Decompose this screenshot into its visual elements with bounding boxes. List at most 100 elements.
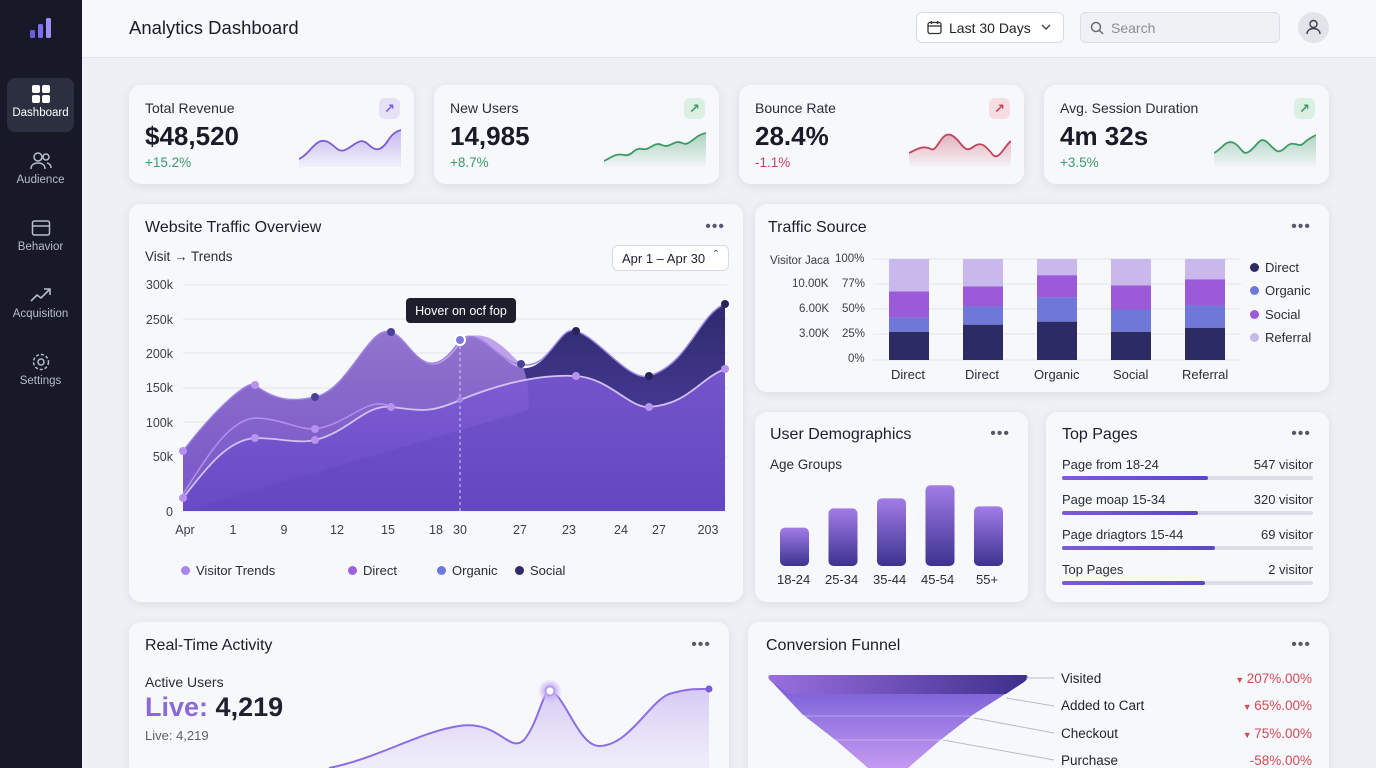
- legend-item-social: Social: [1250, 307, 1300, 322]
- x-tick: 24: [614, 523, 628, 537]
- chart-tooltip: Hover on ocf fop: [406, 298, 516, 323]
- bar-segment-referral: [963, 259, 1003, 287]
- funnel-stage-visited: Visited: [1061, 671, 1102, 686]
- bar-segment-direct: [1037, 321, 1077, 360]
- conversion-funnel-card: Conversion Funnel ••• Visited Added to C…: [748, 622, 1329, 768]
- y-tick: 250k: [146, 313, 174, 327]
- date-range-label: Last 30 Days: [949, 20, 1031, 36]
- progress-fill: [1062, 581, 1206, 585]
- x-tick: Organic: [1034, 367, 1080, 382]
- bar-segment-direct: [963, 324, 1003, 360]
- card-icon: [31, 220, 50, 236]
- kpi-label: New Users: [450, 100, 519, 116]
- sidebar: Dashboard Audience Behavior Acquisition …: [0, 0, 82, 768]
- x-tick: Referral: [1182, 367, 1229, 382]
- funnel-value: ▼ 65%.00%: [1242, 698, 1312, 713]
- x-tick: 35-44: [873, 572, 907, 587]
- sidebar-item-acquisition[interactable]: Acquisition: [7, 279, 74, 333]
- y-tick: 0: [166, 505, 173, 519]
- trend-up-icon: ↗: [1294, 98, 1315, 119]
- more-menu-icon[interactable]: •••: [990, 425, 1010, 442]
- range-select[interactable]: Apr 1 – Apr 30 ⌃: [612, 245, 729, 271]
- card-title: Top Pages: [1062, 426, 1138, 443]
- traffic-chart: 300k 250k 200k 150k 100k 50k 0: [146, 278, 729, 537]
- realtime-activity-card: Real-Time Activity ••• Active Users Live…: [129, 622, 729, 768]
- chevron-down-icon: [1041, 24, 1051, 30]
- caret-down-icon: ▼: [1242, 730, 1255, 740]
- y-tick: 150k: [146, 381, 174, 395]
- date-range-select[interactable]: Last 30 Days: [916, 12, 1064, 43]
- x-tick: 15: [381, 523, 395, 537]
- bounce-sparkline: [909, 133, 1011, 167]
- more-menu-icon[interactable]: •••: [1291, 425, 1311, 442]
- x-tick: 30: [453, 523, 467, 537]
- sidebar-item-label: Settings: [19, 375, 62, 387]
- more-menu-icon[interactable]: •••: [705, 218, 725, 235]
- user-demographics-card: User Demographics ••• Age Groups 18-24 2…: [755, 412, 1028, 602]
- progress-track: [1062, 546, 1313, 550]
- top-page-label[interactable]: Page from 18-24: [1062, 457, 1159, 472]
- more-menu-icon[interactable]: •••: [1291, 218, 1311, 235]
- bar-segment-referral: [1111, 259, 1151, 286]
- y-tick: 50%: [842, 303, 866, 315]
- avatar[interactable]: [1298, 12, 1329, 43]
- y-tick: 77%: [842, 278, 866, 290]
- traffic-source-chart: [873, 258, 1241, 361]
- kpi-label: Avg. Session Duration: [1060, 100, 1199, 116]
- card-title: Traffic Source: [768, 219, 867, 236]
- legend-item-visitor-trends: Visitor Trends: [181, 563, 275, 578]
- sidebar-item-dashboard[interactable]: Dashboard: [7, 78, 74, 132]
- demographics-chart: [780, 485, 1003, 566]
- y-tick: 6.00K: [799, 303, 830, 315]
- kpi-value: 4m 32s: [1060, 121, 1149, 151]
- kpi-card-session-duration: Avg. Session Duration 4m 32s +3.5% ↗: [1044, 85, 1329, 184]
- search-box[interactable]: [1080, 12, 1280, 43]
- top-page-label[interactable]: Page driagtors 15-44: [1062, 527, 1184, 542]
- top-page-label[interactable]: Page moap 15-34: [1062, 492, 1166, 507]
- card-title: Website Traffic Overview: [145, 219, 322, 236]
- kpi-change: +3.5%: [1060, 155, 1099, 170]
- kpi-card-new-users: New Users 14,985 +8.7% ↗: [434, 85, 719, 184]
- more-menu-icon[interactable]: •••: [1291, 636, 1311, 653]
- sidebar-item-settings[interactable]: Settings: [7, 346, 74, 400]
- y-tick: 50k: [153, 450, 174, 464]
- kpi-card-revenue: Total Revenue $48,520 +15.2% ↗: [129, 85, 414, 184]
- top-bar: Analytics Dashboard Last 30 Days: [82, 0, 1376, 58]
- kpi-card-bounce-rate: Bounce Rate 28.4% -1.1% ↗: [739, 85, 1024, 184]
- x-tick: Social: [1113, 367, 1149, 382]
- top-page-label[interactable]: Top Pages: [1062, 562, 1124, 577]
- sidebar-item-label: Behavior: [17, 241, 64, 253]
- more-menu-icon[interactable]: •••: [691, 636, 711, 653]
- legend-item-referral: Referral: [1250, 330, 1311, 345]
- sidebar-item-audience[interactable]: Audience: [7, 145, 74, 199]
- y-tick: 3.00K: [799, 328, 830, 340]
- search-input[interactable]: [1111, 19, 1271, 37]
- funnel-value: ▼ 75%.00%: [1242, 726, 1312, 741]
- funnel-stage-added-to-cart: Added to Cart: [1061, 698, 1145, 713]
- x-tick: 55+: [976, 572, 999, 587]
- x-tick: 18: [429, 523, 443, 537]
- live-prefix: Live:: [145, 692, 209, 722]
- bar-segment-organic: [889, 317, 929, 332]
- bar-segment-social: [1037, 275, 1077, 298]
- traffic-source-card: Traffic Source ••• Visitor Jaca 10.00K 6…: [755, 204, 1329, 392]
- top-page-value: 320 visitor: [1253, 492, 1313, 507]
- bar-segment-social: [963, 286, 1003, 307]
- user-icon: [1306, 19, 1321, 35]
- users-sparkline: [604, 132, 706, 167]
- bar-segment-social: [1111, 285, 1151, 310]
- progress-fill: [1062, 476, 1208, 480]
- kpi-value: 28.4%: [755, 121, 829, 151]
- x-tick: 18-24: [777, 572, 811, 587]
- kpi-change: -1.1%: [755, 155, 791, 170]
- bar-segment-direct: [1111, 331, 1151, 360]
- bar-segment-organic: [963, 306, 1003, 325]
- area-visitor-trends: [183, 369, 725, 511]
- trend-up-icon: ↗: [684, 98, 705, 119]
- x-tick: 203: [698, 523, 719, 537]
- funnel-value: ▼ 207%.00%: [1235, 671, 1312, 686]
- sidebar-item-behavior[interactable]: Behavior: [7, 212, 74, 266]
- session-sparkline: [1214, 134, 1316, 167]
- funnel-value: -58%.00%: [1249, 753, 1312, 768]
- sort-icon: ⌃: [711, 249, 720, 260]
